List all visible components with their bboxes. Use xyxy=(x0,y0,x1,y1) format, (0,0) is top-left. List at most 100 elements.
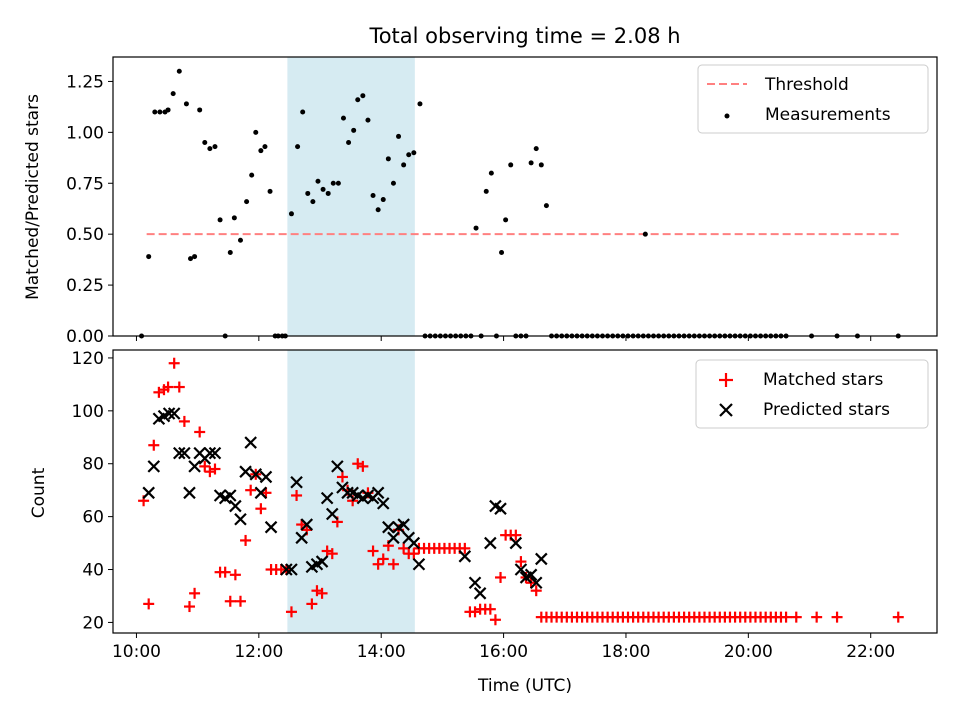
matched-star-point xyxy=(484,603,496,615)
matched-star-point xyxy=(459,542,471,554)
top-legend-box xyxy=(697,64,929,134)
top-y-tick-label: 0.00 xyxy=(66,327,104,347)
matched-star-point xyxy=(892,611,904,623)
top-shaded-region xyxy=(287,57,415,336)
matched-star-point xyxy=(291,489,303,501)
predicted-star-point xyxy=(397,518,410,531)
predicted-star-point xyxy=(234,512,247,526)
matched-star-point xyxy=(495,571,507,583)
measurement-point xyxy=(406,152,412,158)
x-axis: 10:00 12:00 14:00 16:00 18:00 20:00 22:00 xyxy=(112,633,895,662)
predicted-star-point xyxy=(147,460,161,473)
measurement-point xyxy=(325,190,331,196)
predicted-star-point xyxy=(208,446,222,460)
measurement-point xyxy=(499,250,505,256)
predicted-star-point xyxy=(376,497,390,510)
matched-star-point xyxy=(469,606,481,618)
predicted-star-point xyxy=(162,407,176,420)
x-tick-label: 10:00 xyxy=(112,642,161,662)
predicted-star-point xyxy=(341,486,354,500)
measurement-point xyxy=(642,231,648,237)
predicted-star-point xyxy=(371,486,385,500)
measurement-point xyxy=(207,146,213,152)
predicted-star-point xyxy=(315,555,329,568)
bottom-y-tick-label: 20 xyxy=(82,613,104,633)
measurement-point xyxy=(473,225,479,231)
measurement-point xyxy=(231,215,237,221)
matched-star-point xyxy=(780,611,792,623)
predicted-star-point xyxy=(188,460,201,473)
predicted-star-point xyxy=(412,557,426,571)
matched-points xyxy=(138,357,904,626)
bottom-y-tick-label: 40 xyxy=(82,561,104,581)
predicted-star-point xyxy=(325,507,339,521)
predicted-legend-icon xyxy=(719,403,733,417)
matched-star-point xyxy=(515,556,527,568)
top-y-tick-label: 0.50 xyxy=(66,225,104,245)
top-plot-frame xyxy=(112,56,938,337)
measurement-point xyxy=(310,199,316,205)
predicted-star-point xyxy=(178,446,191,460)
measurement-point xyxy=(170,91,176,97)
matched-star-point xyxy=(143,598,155,610)
top-panel: 0.00 0.25 0.50 0.75 1.00 1.25 Matched/Predict… xyxy=(23,56,938,347)
predicted-star-point xyxy=(407,536,421,550)
measurement-point xyxy=(249,172,255,178)
matched-star-point xyxy=(326,548,338,560)
matched-star-point xyxy=(229,569,241,581)
bottom-y-tick-label: 120 xyxy=(72,349,104,369)
matched-star-point xyxy=(234,595,246,607)
x-tick-label: 18:00 xyxy=(601,642,650,662)
measurement-point xyxy=(237,237,243,243)
bottom-y-tick-label: 60 xyxy=(82,508,104,528)
measurement-point xyxy=(528,160,534,166)
measurement-point xyxy=(401,162,407,168)
measurement-point xyxy=(533,146,539,152)
top-y-tick-label: 0.75 xyxy=(66,174,104,194)
measurement-point xyxy=(253,129,259,135)
measurement-point xyxy=(176,68,182,74)
measurement-point xyxy=(411,150,417,156)
top-y-tick-label: 1.25 xyxy=(66,72,104,92)
x-tick-label: 12:00 xyxy=(234,642,283,662)
measurement-point xyxy=(295,144,301,150)
x-axis-label: Time (UTC) xyxy=(477,676,572,696)
predicted-star-point xyxy=(484,536,497,550)
matched-star-point xyxy=(510,529,522,541)
measurement-point xyxy=(315,178,321,184)
matched-star-point xyxy=(367,545,379,557)
bottom-y-axis: 20 40 60 80 100 120 xyxy=(72,349,113,633)
predicted-star-point xyxy=(458,550,472,563)
predicted-star-point xyxy=(529,576,543,590)
predicted-star-point xyxy=(535,552,548,566)
matched-star-point xyxy=(189,587,201,599)
matched-legend-icon xyxy=(719,373,733,387)
chart-title: Total observing time = 2.08 h xyxy=(368,24,680,48)
bottom-y-axis-label: Count xyxy=(29,467,49,518)
measurement-point xyxy=(380,197,386,203)
predicted-star-point xyxy=(244,436,257,449)
predicted-star-point xyxy=(254,486,268,500)
bottom-y-tick-label: 80 xyxy=(82,455,104,475)
top-x-tick-marks xyxy=(135,336,872,341)
predicted-star-point xyxy=(285,563,298,576)
predicted-star-point xyxy=(524,568,538,582)
matched-star-point xyxy=(489,614,501,626)
measurement-point xyxy=(375,207,381,213)
measurement-point xyxy=(360,93,366,99)
measurement-point xyxy=(340,115,346,121)
matched-star-point xyxy=(199,460,211,472)
predicted-star-point xyxy=(300,518,314,531)
top-y-tick-label: 0.25 xyxy=(66,276,104,296)
measurement-point xyxy=(267,188,273,194)
predicted-star-point xyxy=(142,486,155,500)
matched-star-point xyxy=(245,484,257,496)
x-tick-label: 20:00 xyxy=(724,642,773,662)
matched-star-point xyxy=(168,357,180,369)
matched-star-point xyxy=(224,595,236,607)
predicted-star-point xyxy=(473,587,487,600)
measurement-point xyxy=(355,97,361,103)
predicted-star-point xyxy=(259,470,273,484)
matched-star-point xyxy=(219,566,231,578)
